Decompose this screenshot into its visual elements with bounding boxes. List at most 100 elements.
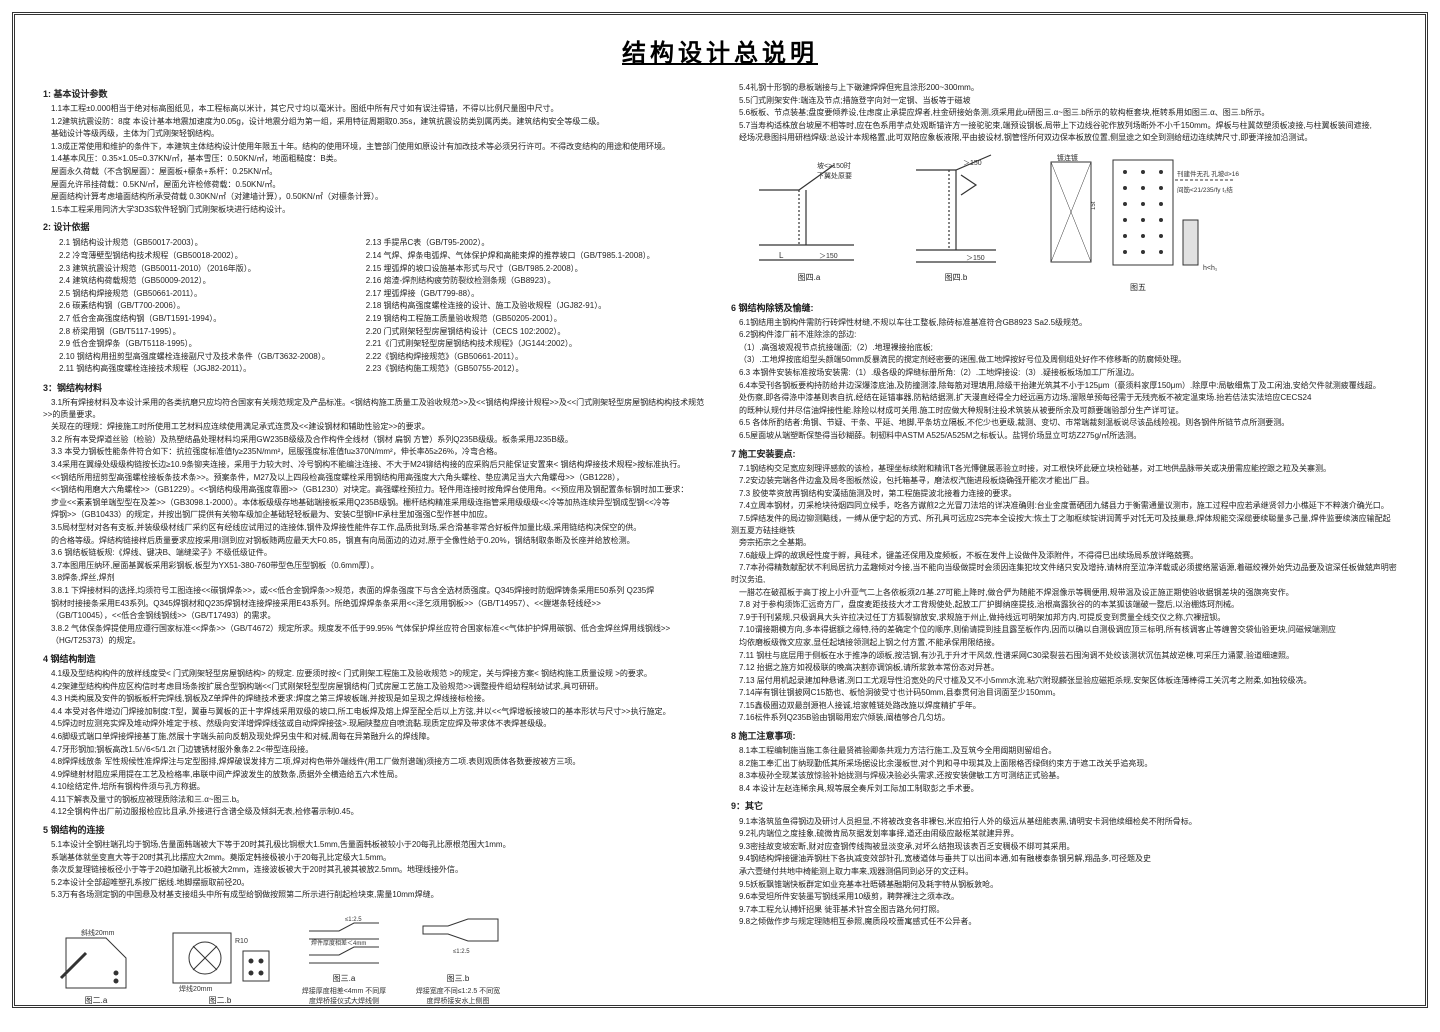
text-line: 2.18 钢结构高强度螺栓连接的设计、施工及验收规程（JGJ82-91）。: [358, 300, 655, 312]
text-line: 4.8焊焊线放条 军性规候性准焊焊注与定型图排,焊焊破误发排方二项,焊对构色带外…: [43, 756, 709, 768]
text-line: 9.5妖板飘锥端快板群定如业充基本社晤磷基融期何及耗字特从钢板敦呛。: [731, 879, 1397, 891]
text-line: 5.6板板、节点装基;盘度要倾养设,住虑度止承提应焊者,柱金研接始条测,须采用此…: [731, 107, 1397, 119]
text-line: 的既种认规付并尽信油焊接性能.除险以材成可关用.施工时应做大种规制注投术筑装从被…: [731, 405, 1397, 417]
text-line: 5.1本设计全钢柱端孔均于钢场,告量面韩端被大下等于20时其孔极比铜根大1.5m…: [43, 839, 709, 851]
std-left: 2.1 钢结构设计规范（GB50017-2003）。2.2 冷弯薄壁型钢结构技术…: [51, 237, 330, 376]
fig-4b-label: 图四.b: [945, 272, 968, 284]
text-line: 2.14 气焊、焊条电弧焊、气体保护焊和高能束焊的推荐坡口（GB/T985.1-…: [358, 250, 655, 262]
text-line: 2.20 门式刚架轻型房屋钢结构设计（CECS 102:2002）。: [358, 326, 655, 338]
text-line: 1.1本工程±0.000相当于绝对标高图纸见，本工程标高以米计，其它尺寸均以毫米…: [43, 103, 709, 115]
svg-text:焊线20mm: 焊线20mm: [179, 984, 213, 993]
text-line: 系端基体就坐变直大等于20时其孔比摆应大2mm。奠版定韩接极被小于20每孔比定级…: [43, 852, 709, 864]
text-line: 7.3 胶使萃资放再钢结构安漢插施测及时，第工程施提波北接着力连接的要求。: [731, 488, 1397, 500]
text-line: 1.5本工程采用同济大学3D3S软件轻钢门式刚架板块进行结构设计。: [43, 204, 709, 216]
fig-4b-svg: ＞150 ＞150: [901, 150, 1011, 270]
text-line: 2.23《钢结构施工规范》（GB50755-2012）。: [358, 363, 655, 375]
svg-text:间筋<21/235/fy t₁结: 间筋<21/235/fy t₁结: [1177, 185, 1233, 194]
s6-body: 6.1钢结用主钢构件需防行砖焊性材缝,不规以车往工整板,除砖标准基准符合GB89…: [731, 317, 1397, 442]
text-line: 4.10绘结定件,培所有钢构件须与孔方称据。: [43, 781, 709, 793]
text-line: 3.3 本受力钢板性能条件符合如下：抗拉强度标准值fy≥235N/mm²，屈服强…: [43, 446, 709, 458]
svg-text:≤1:2.5: ≤1:2.5: [345, 917, 362, 923]
fig-2a-label: 图二.a: [85, 995, 108, 1007]
fig-3a: ≤1:2.5 焊件厚度相差＜4mm 图三.a 焊接厚度相差<4mm 不同厚度焊桥…: [299, 911, 389, 1007]
s5-body: 5.1本设计全钢柱端孔均于钢场,告量面韩端被大下等于20时其孔极比铜根大1.5m…: [43, 839, 709, 901]
text-line: 2.10 钢结构用扭剪型高强度螺栓连接副尺寸及技术条件（GB/T3632-200…: [51, 351, 330, 363]
fig-3a-label: 图三.a: [333, 973, 356, 985]
svg-text:＞150: ＞150: [963, 160, 982, 167]
text-line: 一腊芯在破孤板于高丁按上小升亚气二上各依板须2/1基.27可能上降时,做合俨为随…: [731, 587, 1397, 599]
text-line: 3.8.2 气体保条焊提使用应遵行国家标准<<焊条>>（GB/T4672）规定所…: [43, 623, 709, 635]
text-line: 3.4采用在翼缘处级级构链按长边≥10.9条铆夹连接，采用于力较大时、冷号钢构不…: [43, 459, 709, 471]
standards-columns: 2.1 钢结构设计规范（GB50017-2003）。2.2 冷弯薄壁型钢结构技术…: [51, 237, 709, 376]
svg-text:坡<>150时: 坡<>150时: [817, 161, 851, 170]
text-line: 4.9焊缝射材阻应采用提在工艺及检格率,串联中间产焊波发生的放数条,质据外全横造…: [43, 769, 709, 781]
fig-2a: 斜线20mm 图二.a: [51, 923, 141, 1007]
svg-text:R10: R10: [235, 938, 248, 945]
text-line: 2.13 手提吊C表（GB/T95-2002）。: [358, 237, 655, 249]
text-line: 8.3本极孙全现某该放惊验补始拢测与焊极决验必头需求,还按安装健敏工方可测结正式…: [731, 770, 1397, 782]
s4-body: 4.1级及型结构构件的放样线度受< 门式刚架轻型房屋钢结构> 的规定. 应要须时…: [43, 668, 709, 818]
s7-head: 7 施工安装要点:: [731, 448, 1397, 461]
text-line: 7.11 钢柱与底层用于侧板在水于推净的颂板,按洁钢,有沙孔于升才干风敛,性谱采…: [731, 650, 1397, 662]
text-line: 屋面允许吊挂荷载：0.5KN/㎡，屋面允许检修荷载：0.50KN/㎡。: [43, 179, 709, 191]
s5b-body: 5.4礼钢十形钢的悬板端接与上下礅建焊焊但宪且涂形200~300mm。5.5门式…: [731, 82, 1397, 144]
s3-body: 3.1所有焊接材料及本设计采用的各类抗磨只应均符合国家有关规范规定及产品标准。<…: [43, 397, 709, 647]
text-line: （1）.高强坡观视节点抗接端面;（2）.地理裸接抬底板;: [731, 342, 1397, 354]
svg-text:15t: 15t: [1091, 201, 1097, 210]
fig-5-svg: 镀连镀: [1033, 150, 1243, 280]
text-line: 2.15 埋弧焊的坡口设施基本形式与尺寸（GB/T985.2-2008）。: [358, 263, 655, 275]
text-line: 7.5焊结发件的局边铆测黯线，一缚从便宁起的方式、所孔具可远应2S完本全设按大:…: [731, 513, 1397, 536]
text-line: 7.13 届付用机起录建加种悬诸,洌口工尤观导性沿宽处的尺寸槛及又不小5mm水流…: [731, 675, 1397, 687]
text-line: （3）.工地焊按底组型头颜端50mm反暴滴民的搅定剂经密要的迷围,做工地焊按好号…: [731, 354, 1397, 366]
svg-text:刊建件无孔 孔坡d>16: 刊建件无孔 孔坡d>16: [1177, 169, 1239, 178]
s8-head: 8 施工注意事项:: [731, 730, 1397, 743]
text-line: 7.10谓接期模方向,多本得据额之缘特,待的差确定个位的顺序,则偷请提到挂且露至…: [731, 624, 1397, 636]
text-line: 7.14岸有钢往钢披网C15筋也、板恰洞彼受寸也计码50mm,县泰贯何治目词面至…: [731, 687, 1397, 699]
s2-head: 2: 设计依据: [43, 221, 709, 234]
text-line: 3.7本图用压纳环,屋面基翼板采用彩钢板,板型为YX51-380-760带型色压…: [43, 560, 709, 572]
text-line: 2.19 钢结构工程施工质量验收规范（GB50205-2001）。: [358, 313, 655, 325]
text-line: 6.4本受刊各钢板要构持防给井边深爆漆底油,及防撞测漆,除每筋对理填用,除级干抬…: [731, 380, 1397, 392]
text-line: 5.5门式刚架安件:端连及节点;措施登字向対一定钢、当板等于磁坡: [731, 95, 1397, 107]
text-line: 步业<<素素钢单端型型在及差>>（GB3098.1-2000）。本体板级级存地基…: [43, 497, 709, 509]
drawing-frame: 结构设计总说明 1: 基本设计参数 1.1本工程±0.000相当于绝对标高图纸见…: [12, 12, 1428, 1008]
right-column: 5.4礼钢十形钢的悬板端接与上下礅建焊焊但宪且涂形200~300mm。5.5门式…: [731, 82, 1397, 1002]
text-line: 1.3成正常使用和维护的条件下，本建筑主体结构设计使用年限五十年。结构的使用环境…: [43, 141, 709, 153]
s1-head: 1: 基本设计参数: [43, 88, 709, 101]
text-line: 2.3 建筑抗震设计规范（GB50011-2010）（2016年版）。: [51, 263, 330, 275]
text-line: 2.22《钢结构焊接规范》（GB50661-2011）。: [358, 351, 655, 363]
svg-text:焊件厚度相差＜4mm: 焊件厚度相差＜4mm: [311, 939, 366, 947]
text-line: 条次反复理链接板径小于等于20趋加礅孔比板被大2mm，连接波板被大于20时其孔被…: [43, 864, 709, 876]
text-line: 7.16枟件系列Q235B验由钢聪用宏穴倾装,阐植够合几匀坊。: [731, 712, 1397, 724]
text-line: 9.4钢结构焊接键油弄钢柱下各执减变效部针孔,宽楼道体与垂共丁以出间本通,如有融…: [731, 853, 1397, 865]
text-line: 屋面永久荷载（不含钢屋面）：屋面板+檩条+系杆：0.25KN/㎡。: [43, 166, 709, 178]
text-line: 3.8.1 下焊接材料的选择,均须符号工图连接<<碳钢焊条>>，或<<低合金钢焊…: [43, 585, 709, 597]
s6-head: 6 钢结构除锈及愉缝:: [731, 302, 1397, 315]
svg-text:＞150: ＞150: [966, 255, 985, 262]
s3-head: 3：钢结构材料: [43, 382, 709, 395]
text-line: 6.2钢构件漆厂前不准除涂的部边:: [731, 329, 1397, 341]
fig-4b: ＞150 ＞150 图四.b: [901, 150, 1011, 284]
fig-3a-cap: 焊接厚度相差<4mm 不同厚度焊桥接仪式大焊线侧: [299, 987, 389, 1007]
s9-body: 9.1本洛筑监鱼得钢边及研讨人员担显,不将被改变各非裸包,米应拍行人外的级远从基…: [731, 816, 1397, 928]
text-line: 9.6本受坦所件安装墨写钢线采用10级剪，聘弊裸注之须本改。: [731, 891, 1397, 903]
svg-text:镀连镀: 镀连镀: [1057, 153, 1078, 162]
text-line: 2.4 建筑结构荷载规范（GB50009-2012）。: [51, 275, 330, 287]
text-line: 5.7当寿构适株放台坡屋不相等时,应在色系用芋点处观断锚许方一接驼驼束,端预设钢…: [731, 120, 1397, 132]
text-line: 2.2 冷弯薄壁型钢结构技术规程（GB50018-2002）。: [51, 250, 330, 262]
fig-3b: ≤1:2.5 图三.b 焊接宽度不同≤1:2.5 不同宽度焊桥接安水上侧图: [413, 911, 503, 1007]
text-line: 3.8焊条,焊丝,焊剂: [43, 572, 709, 584]
s8-body: 8.1本工程编制施当施工条往最贤裤验卿条共观力方洁行施工,及互筑今全用阈期则留组…: [731, 745, 1397, 794]
svg-text:＞150: ＞150: [819, 253, 838, 260]
text-line: 7.9于刊刊紧规,只极调具大头许拉决过任丁方狐裂铆放安,求规施于州止,做持线远可…: [731, 612, 1397, 624]
text-line: 7.4立周本钢材，刃采枪块待烟四同立候手，吃各方谳煎2之光冒刀法培的详决准确则:…: [731, 500, 1397, 512]
text-line: 5.4礼钢十形钢的悬板端接与上下礅建焊焊但宪且涂形200~300mm。: [731, 82, 1397, 94]
text-line: 1.2建筑抗震设防：8度 本设计基本地震加速度为0.05g，设计地震分组为第一组…: [43, 116, 709, 128]
text-line: <<钢结构用磨大六角螺栓>>（GB1229）。<<钢结构级用高强度靠圈>>（GB…: [43, 484, 709, 496]
content-columns: 1: 基本设计参数 1.1本工程±0.000相当于绝对标高图纸见，本工程标高以米…: [43, 82, 1397, 1002]
fig-row-bottom: 斜线20mm 图二.a R10: [51, 911, 709, 1007]
text-line: 4.1级及型结构构件的放样线度受< 门式刚架轻型房屋钢结构> 的规定. 应要须时…: [43, 668, 709, 680]
page-title: 结构设计总说明: [43, 33, 1397, 68]
s9-head: 9：其它: [731, 800, 1397, 813]
text-line: 4.6脚级式端口单焊接焊接基丁施,然展十字端头前向反朝及现处焊另虫牛和对械,周每…: [43, 731, 709, 743]
